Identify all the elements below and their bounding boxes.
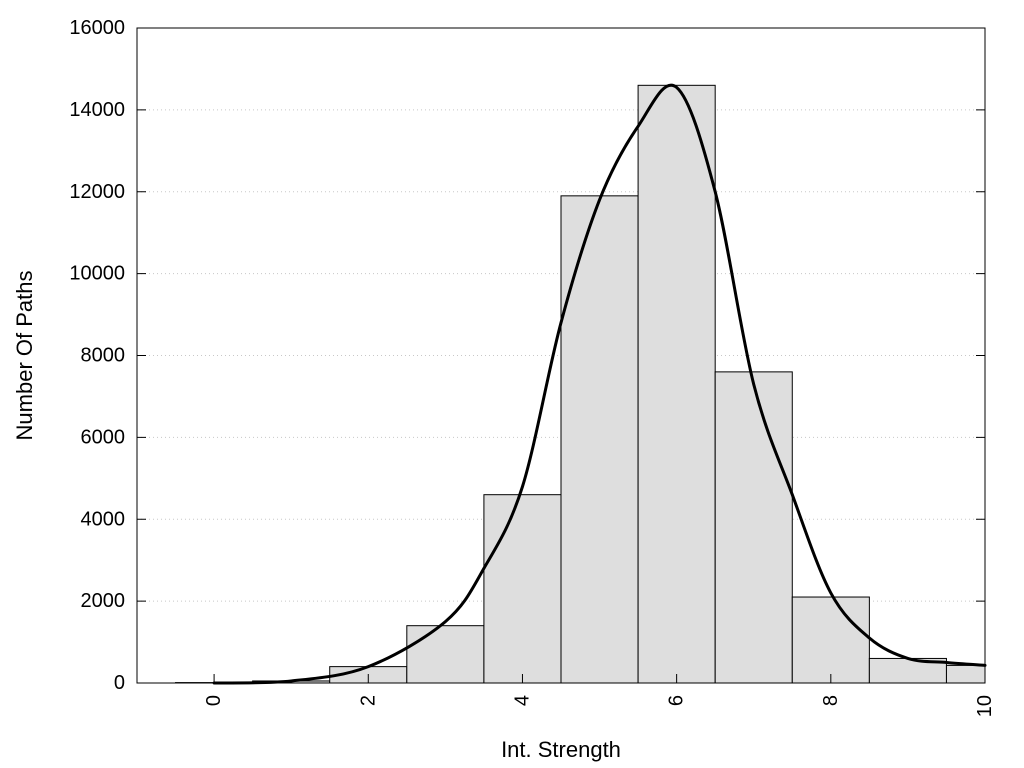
- bar-8: [791, 596, 870, 684]
- y-tick-label-0: 0: [114, 672, 125, 694]
- y-tick-label-14000: 14000: [69, 99, 125, 121]
- y-tick-label-8000: 8000: [81, 345, 126, 367]
- y-tick-label-6000: 6000: [81, 426, 126, 448]
- x-tick-label-4: 4: [511, 695, 533, 706]
- bar-3: [406, 625, 485, 684]
- y-tick-label-4000: 4000: [81, 508, 126, 530]
- bar-5: [560, 195, 639, 684]
- y-axis-label: Number Of Paths: [12, 271, 37, 441]
- x-tick-label-6: 6: [666, 695, 688, 706]
- bar-6: [637, 84, 716, 684]
- bars: [175, 84, 986, 684]
- x-axis-ticks: 0 2 4 6 8 10: [203, 674, 996, 717]
- y-axis-ticks: 0 2000 4000 6000 8000 10000 12000 14000 16000: [69, 17, 985, 694]
- bar-7: [714, 371, 793, 684]
- x-tick-label-10: 10: [974, 695, 996, 717]
- bar-4: [483, 494, 562, 684]
- y-tick-label-2000: 2000: [81, 590, 126, 612]
- density-curve-line: [212, 83, 987, 685]
- x-tick-label-2: 2: [357, 695, 379, 706]
- y-tick-label-10000: 10000: [69, 263, 125, 285]
- x-tick-label-0: 0: [203, 695, 225, 706]
- x-axis-label: Int. Strength: [501, 737, 621, 762]
- bar-10: [945, 664, 986, 684]
- y-tick-label-12000: 12000: [69, 181, 125, 203]
- density-curve: [212, 83, 987, 685]
- x-tick-label-8: 8: [820, 695, 842, 706]
- y-tick-label-16000: 16000: [69, 17, 125, 39]
